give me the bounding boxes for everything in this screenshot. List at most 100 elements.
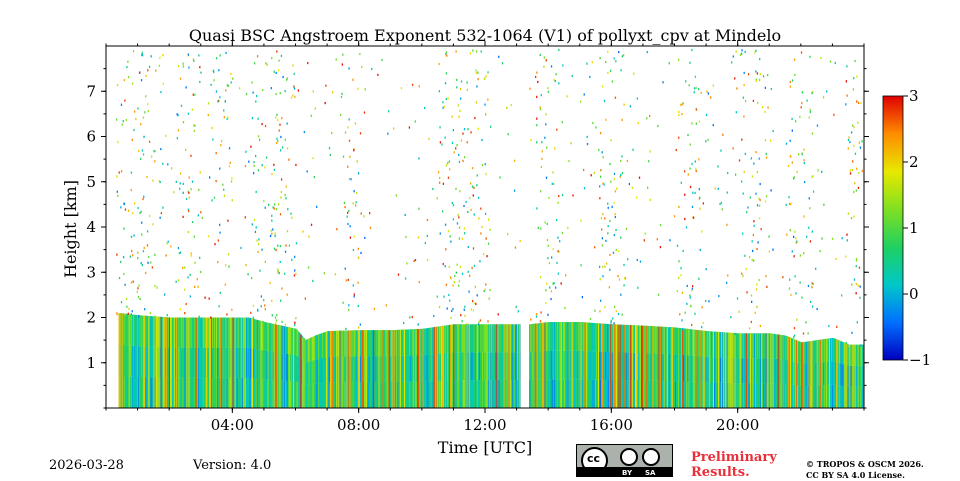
heatmap-cell (456, 352, 458, 381)
heatmap-cell (579, 322, 582, 351)
heatmap-noise-point (459, 97, 462, 100)
heatmap-noise-point (616, 187, 618, 190)
heatmap-noise-point (284, 90, 286, 93)
heatmap-cell (288, 354, 290, 382)
heatmap-cell (512, 352, 515, 381)
heatmap-cell (401, 329, 404, 356)
heatmap-streak (260, 320, 262, 408)
heatmap-cell (180, 347, 182, 378)
heatmap-cell (133, 376, 135, 408)
heatmap-noise-point (459, 265, 462, 269)
heatmap-cell (247, 317, 250, 348)
heatmap-cell (662, 326, 665, 354)
heatmap-cell (250, 348, 252, 379)
heatmap-cell (130, 345, 133, 377)
heatmap-noise-point (142, 116, 145, 119)
heatmap-cell (756, 383, 758, 408)
heatmap-cell (190, 377, 193, 408)
heatmap-cell (136, 346, 138, 378)
heatmap-cell (166, 347, 169, 378)
heatmap-noise-point (683, 170, 686, 173)
heatmap-cell (809, 341, 812, 364)
heatmap-noise-point (589, 75, 591, 79)
heatmap-cell (340, 330, 342, 357)
heatmap-cell (134, 314, 136, 346)
heatmap-noise-point (834, 61, 836, 65)
heatmap-cell (607, 352, 609, 380)
heatmap-noise-point (452, 284, 454, 287)
cc-sa-label: SA (645, 469, 656, 477)
heatmap-cell (261, 350, 263, 380)
heatmap-noise-point (742, 192, 744, 195)
heatmap-noise-point (445, 51, 448, 54)
heatmap-streak (651, 326, 653, 408)
heatmap-cell (514, 352, 517, 381)
heatmap-cell (310, 384, 313, 408)
heatmap-cell (377, 356, 379, 383)
heatmap-cell (649, 353, 651, 381)
heatmap-cell (305, 339, 308, 363)
heatmap-cell (465, 324, 468, 353)
heatmap-noise-point (682, 249, 684, 252)
heatmap-noise-point (848, 136, 850, 139)
heatmap-noise-point (487, 98, 489, 101)
heatmap-noise-point (736, 297, 739, 300)
attribution-icon (620, 448, 638, 466)
heatmap-cell (192, 347, 195, 378)
heatmap-cell (213, 317, 215, 348)
heatmap-cell (511, 352, 514, 381)
heatmap-cell (550, 350, 553, 380)
heatmap-noise-point (607, 224, 609, 228)
heatmap-noise-point (293, 274, 296, 277)
heatmap-cell (826, 338, 829, 362)
heatmap-noise-point (851, 124, 854, 127)
heatmap-cell (604, 351, 606, 380)
heatmap-noise-point (759, 324, 762, 328)
heatmap-noise-point (758, 78, 761, 82)
heatmap-cell (288, 381, 290, 408)
heatmap-cell (620, 352, 623, 381)
heatmap-noise-point (194, 285, 196, 288)
heatmap-noise-point (448, 160, 451, 163)
heatmap-cell (334, 330, 336, 357)
heatmap-noise-point (137, 107, 139, 110)
heatmap-streak (293, 328, 295, 408)
heatmap-noise-point (738, 159, 741, 162)
heatmap-noise-point (123, 202, 126, 206)
heatmap-noise-point (621, 155, 623, 158)
heatmap-noise-point (464, 305, 466, 308)
heatmap-cell (757, 383, 759, 408)
heatmap-streak (767, 333, 769, 408)
heatmap-cell (775, 334, 778, 359)
heatmap-noise-point (314, 107, 316, 110)
heatmap-noise-point (158, 64, 160, 67)
cc-license-badge: cc BY SA (576, 444, 673, 477)
heatmap-cell (837, 362, 839, 386)
heatmap-noise-point (853, 77, 855, 80)
heatmap-cell (138, 315, 140, 347)
heatmap-cell (798, 341, 800, 364)
heatmap-noise-point (291, 258, 293, 261)
heatmap-cell (184, 317, 186, 348)
heatmap-cell (799, 363, 801, 386)
heatmap-cell (711, 357, 714, 383)
heatmap-cell (769, 358, 772, 384)
heatmap-noise-point (212, 69, 215, 72)
heatmap-cell (370, 330, 372, 357)
heatmap-cell (281, 380, 284, 408)
heatmap-cell (448, 380, 450, 408)
heatmap-cell (316, 334, 319, 360)
heatmap-noise-point (479, 260, 481, 263)
heatmap-noise-point (705, 113, 708, 116)
heatmap-streak (148, 316, 150, 408)
heatmap-cell (283, 380, 286, 408)
heatmap-noise-point (639, 260, 642, 263)
heatmap-cell (463, 380, 466, 408)
heatmap-cell (343, 382, 346, 408)
heatmap-noise-point (182, 266, 184, 269)
heatmap-cell (603, 351, 605, 380)
heatmap-cell (193, 347, 196, 378)
heatmap-noise-point (847, 147, 849, 150)
heatmap-noise-point (859, 146, 862, 149)
heatmap-cell (337, 330, 339, 357)
